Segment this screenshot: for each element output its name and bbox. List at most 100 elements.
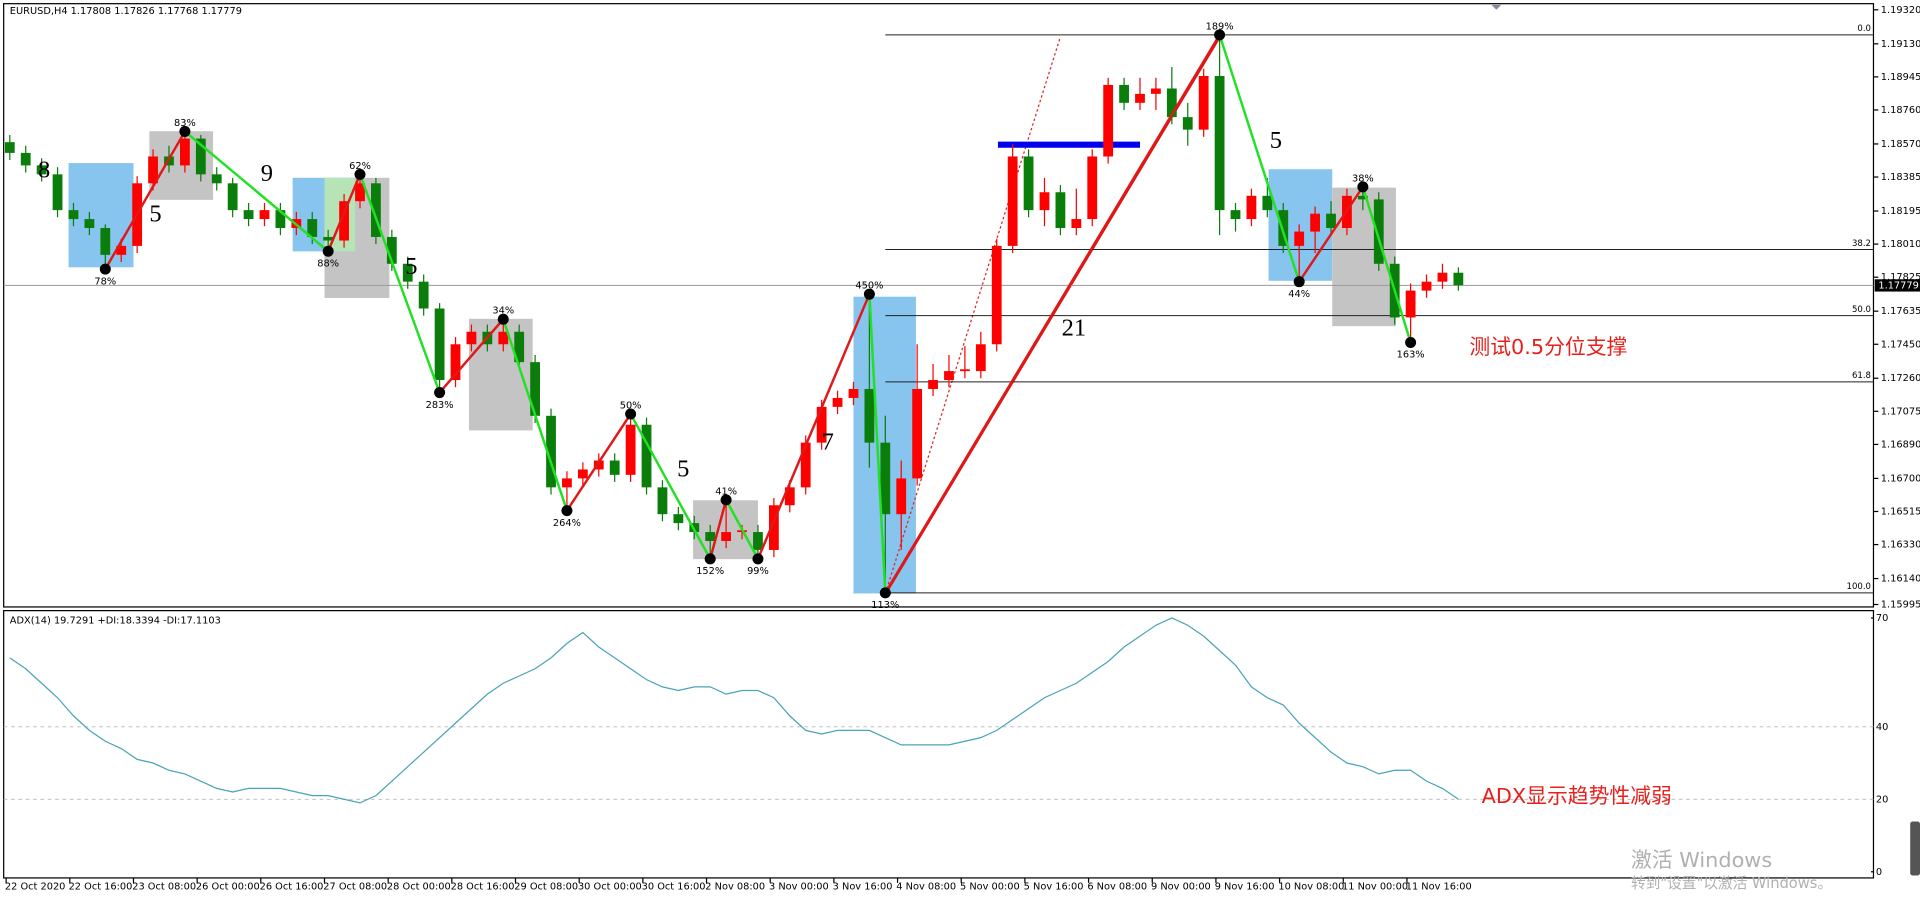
candle-body bbox=[1262, 195, 1273, 211]
pivot-label: 283% bbox=[426, 400, 454, 411]
pivot-label: 44% bbox=[1288, 289, 1310, 300]
x-tick-label: 23 Oct 08:00 bbox=[132, 882, 196, 893]
candle-body bbox=[100, 228, 111, 255]
y-tick-label: 1.16700 bbox=[1881, 473, 1920, 484]
candle-body bbox=[1421, 281, 1432, 291]
x-tick-label: 26 Oct 16:00 bbox=[260, 882, 324, 893]
candle-body bbox=[577, 469, 588, 479]
pivot bbox=[704, 553, 716, 565]
fib-label: 38.2 bbox=[1852, 239, 1871, 249]
pivot bbox=[561, 505, 573, 517]
adx-line bbox=[9, 617, 1459, 804]
wave-count: 7 bbox=[822, 428, 834, 455]
candle-body bbox=[721, 532, 732, 542]
fib-label: 100.0 bbox=[1847, 582, 1871, 592]
zigzag-leg bbox=[565, 413, 632, 512]
y-tick-label: 1.16515 bbox=[1881, 506, 1920, 517]
y-tick-label: 1.18010 bbox=[1881, 239, 1920, 250]
pivot bbox=[434, 387, 446, 399]
x-tick-label: 26 Oct 00:00 bbox=[196, 882, 260, 893]
x-tick-label: 22 Oct 2020 bbox=[5, 882, 66, 893]
pivot-label: 83% bbox=[174, 118, 196, 129]
fib-label: 0.0 bbox=[1857, 24, 1871, 34]
fib-label: 61.8 bbox=[1852, 371, 1871, 381]
y-tick-label: 1.17825 bbox=[1881, 272, 1920, 283]
x-tick-label: 2 Nov 08:00 bbox=[705, 882, 765, 893]
candle-body bbox=[275, 210, 286, 229]
y-tick-label: 1.16890 bbox=[1881, 439, 1920, 450]
pivot bbox=[720, 494, 732, 506]
y-tick-label: 1.18945 bbox=[1881, 72, 1920, 83]
y-tick-label: 1.18760 bbox=[1881, 105, 1920, 116]
candle-body bbox=[1405, 290, 1416, 318]
pivot-label: 50% bbox=[620, 400, 642, 411]
pivot bbox=[179, 125, 191, 137]
pivot-label: 78% bbox=[94, 276, 116, 287]
zigzag-leg bbox=[358, 173, 441, 393]
y-tick-label: 40 bbox=[1876, 722, 1888, 733]
y-tick-label: 1.16330 bbox=[1881, 540, 1920, 551]
pivot-label: 264% bbox=[553, 518, 581, 529]
candle-body bbox=[657, 487, 668, 515]
candle-body bbox=[784, 487, 795, 506]
candle-body bbox=[960, 369, 970, 372]
candle-body bbox=[1055, 192, 1066, 229]
x-tick-label: 27 Oct 08:00 bbox=[323, 882, 387, 893]
zone bbox=[1268, 169, 1333, 281]
candle-body bbox=[530, 362, 540, 416]
candle-body bbox=[4, 142, 15, 153]
x-tick-label: 28 Oct 16:00 bbox=[451, 882, 515, 893]
candle-body bbox=[1103, 84, 1114, 157]
candle-body bbox=[705, 532, 716, 542]
x-tick-label: 11 Nov 16:00 bbox=[1406, 882, 1472, 893]
candle-body bbox=[450, 344, 461, 381]
candle-body bbox=[991, 245, 1002, 345]
candle-body bbox=[768, 505, 779, 550]
y-tick-label: 20 bbox=[1876, 794, 1888, 805]
candle-body bbox=[84, 219, 95, 229]
pivot-label: 38% bbox=[1352, 173, 1374, 184]
candle-body bbox=[1151, 88, 1161, 94]
candle-body bbox=[36, 165, 47, 175]
x-tick-label: 11 Nov 00:00 bbox=[1342, 882, 1408, 893]
y-tick-label: 1.19320 bbox=[1881, 5, 1920, 16]
candle-body bbox=[514, 331, 525, 363]
pivot-label: 450% bbox=[855, 281, 883, 292]
candle-body bbox=[1182, 117, 1193, 130]
candle-body bbox=[148, 156, 158, 184]
zigzag-leg bbox=[868, 294, 887, 593]
pivot-label: 163% bbox=[1397, 350, 1425, 361]
x-tick-label: 3 Nov 00:00 bbox=[769, 882, 829, 893]
zone bbox=[1332, 187, 1396, 327]
fib-label: 50.0 bbox=[1852, 305, 1871, 315]
candle-body bbox=[307, 219, 318, 237]
y-tick-label: 1.15995 bbox=[1881, 599, 1920, 610]
pivot bbox=[1405, 336, 1417, 348]
candle-body bbox=[371, 183, 381, 237]
candle-body bbox=[211, 174, 222, 184]
candle-body bbox=[1166, 88, 1177, 118]
candle-body bbox=[1437, 272, 1448, 282]
wave-count: 21 bbox=[1062, 314, 1086, 341]
zigzag-leg bbox=[709, 499, 728, 560]
candle-body bbox=[1278, 210, 1289, 246]
x-tick-label: 30 Oct 00:00 bbox=[578, 882, 642, 893]
candle-body bbox=[800, 442, 811, 488]
candle-body bbox=[880, 442, 891, 515]
x-tick-label: 3 Nov 16:00 bbox=[833, 882, 893, 893]
x-tick-label: 30 Oct 16:00 bbox=[642, 882, 706, 893]
candle-body bbox=[1373, 199, 1384, 264]
pivot-label: 99% bbox=[747, 566, 769, 577]
candle-body bbox=[466, 331, 477, 345]
candle-body bbox=[434, 308, 445, 381]
candle-body bbox=[323, 236, 334, 241]
pivot-label: 41% bbox=[715, 486, 737, 497]
y-tick-label: 1.17450 bbox=[1881, 339, 1920, 350]
wave-count: 8 bbox=[38, 156, 50, 183]
zigzag-leg bbox=[884, 34, 1221, 594]
price-panel bbox=[3, 3, 1875, 608]
wave-count: 5 bbox=[149, 200, 161, 227]
current-price-box bbox=[1874, 279, 1920, 292]
pivot bbox=[1293, 276, 1305, 288]
candle-body bbox=[1135, 93, 1145, 103]
